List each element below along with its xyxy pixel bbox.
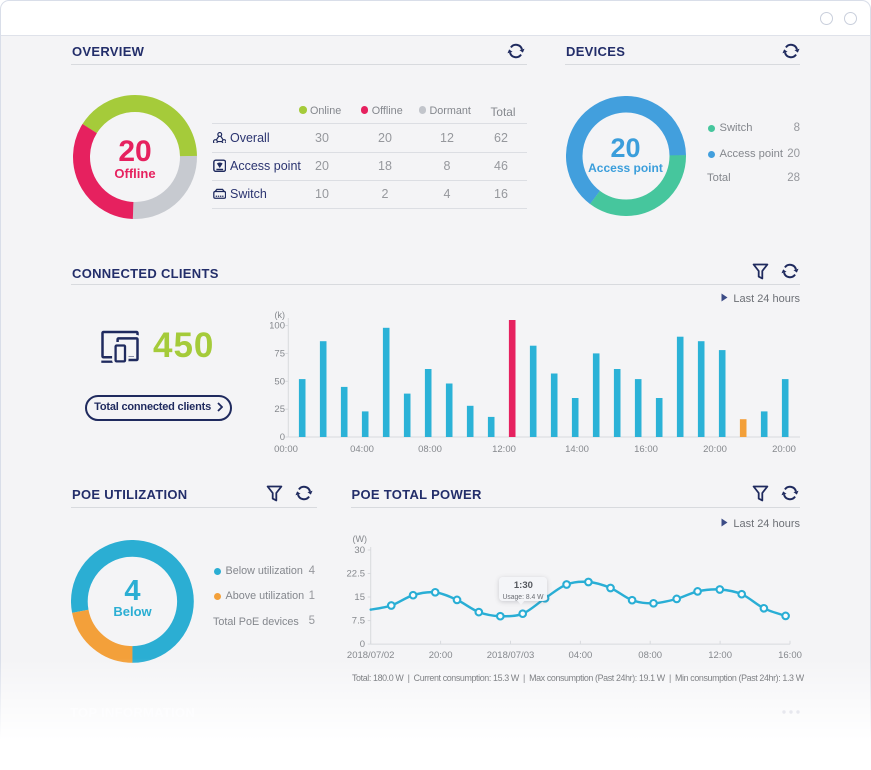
svg-text:20:00: 20:00: [772, 444, 796, 455]
svg-text:04:00: 04:00: [350, 444, 374, 455]
svg-text:(W): (W): [353, 534, 368, 544]
svg-text:08:00: 08:00: [638, 650, 662, 661]
svg-text:00:00: 00:00: [274, 444, 298, 455]
svg-text:100: 100: [270, 321, 285, 332]
svg-text:04:00: 04:00: [569, 650, 593, 661]
svg-text:20:00: 20:00: [429, 650, 453, 661]
svg-text:30: 30: [354, 545, 365, 556]
svg-text:08:00: 08:00: [418, 444, 442, 455]
svg-text:12:00: 12:00: [492, 444, 516, 455]
svg-text:7.5: 7.5: [352, 616, 365, 627]
svg-text:20:00: 20:00: [703, 444, 727, 455]
svg-text:14:00: 14:00: [565, 444, 589, 455]
svg-text:12:00: 12:00: [708, 650, 732, 661]
svg-text:0: 0: [280, 432, 285, 443]
svg-text:22.5: 22.5: [347, 569, 366, 580]
svg-text:0: 0: [360, 639, 365, 650]
svg-text:16:00: 16:00: [634, 444, 658, 455]
svg-text:16:00: 16:00: [778, 650, 802, 661]
svg-text:2018/07/03: 2018/07/03: [487, 650, 535, 661]
svg-text:(k): (k): [275, 310, 286, 320]
svg-text:25: 25: [274, 404, 285, 415]
svg-text:50: 50: [274, 376, 285, 387]
svg-text:75: 75: [274, 348, 285, 359]
svg-text:2018/07/02: 2018/07/02: [347, 650, 395, 661]
svg-text:15: 15: [354, 592, 365, 603]
